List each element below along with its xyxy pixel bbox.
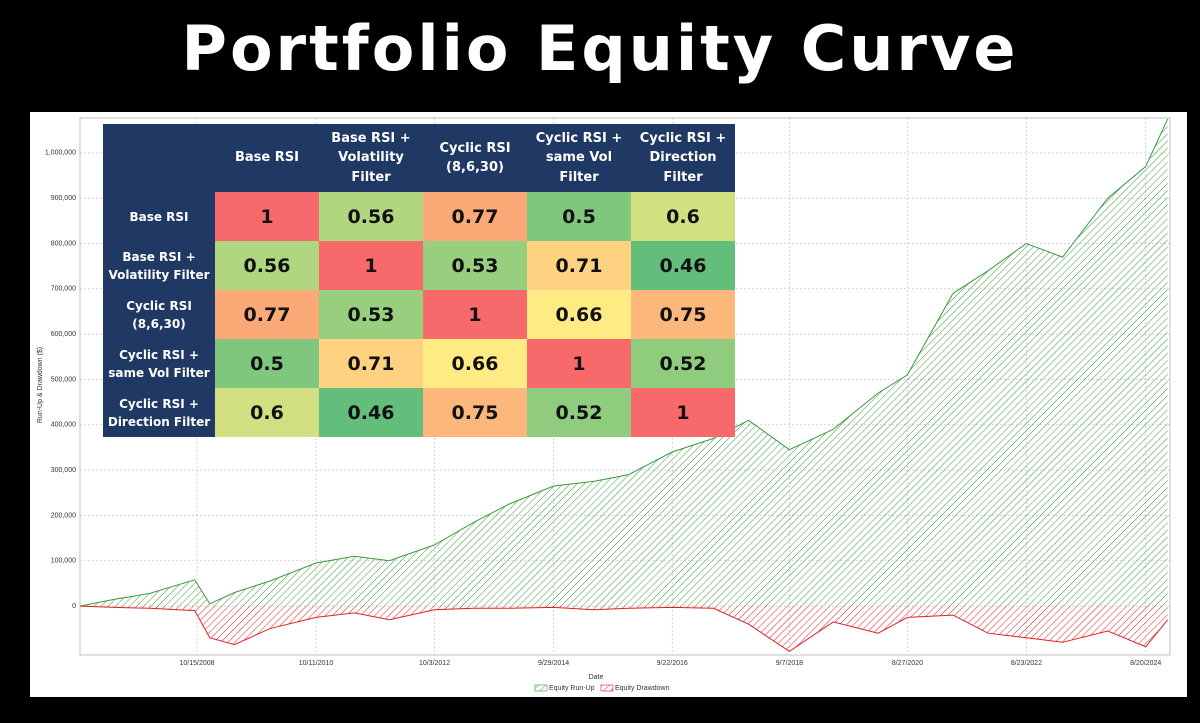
area-fill [80, 118, 1168, 607]
legend-swatch [600, 684, 614, 692]
y-tick-label: 500,000 [51, 376, 76, 383]
correlation-cell: 0.6 [215, 388, 319, 437]
y-tick-label: 0 [72, 603, 76, 610]
legend-label: Equity Drawdown [615, 685, 670, 692]
x-tick-label: 8/27/2020 [892, 660, 923, 667]
row-header: Base RSI [103, 192, 215, 241]
area-fill [80, 606, 1168, 652]
column-header: Cyclic RSI + same Vol Filter [527, 124, 631, 192]
table-row: Cyclic RSI + same Vol Filter 0.5 0.71 0.66 1… [103, 339, 735, 388]
column-header: Base RSI + Volatility Filter [319, 124, 423, 192]
x-tick-label: 8/20/2024 [1130, 660, 1161, 667]
x-tick-label: 9/7/2018 [776, 660, 803, 667]
row-header: Base RSI + Volatility Filter [103, 241, 215, 290]
correlation-cell: 1 [319, 241, 423, 290]
plot-border [79, 117, 1171, 656]
y-tick-label: 100,000 [51, 558, 76, 565]
correlation-cell: 0.66 [527, 290, 631, 339]
table-row: Cyclic RSI + Direction Filter 0.6 0.46 0.75… [103, 388, 735, 437]
correlation-cell: 0.71 [319, 339, 423, 388]
area-line [79, 118, 1169, 607]
y-tick-label: 600,000 [51, 331, 76, 338]
x-tick-label: 10/15/2008 [180, 660, 215, 667]
legend-swatch [534, 684, 548, 692]
correlation-cell: 0.77 [423, 192, 527, 241]
correlation-cell: 0.46 [319, 388, 423, 437]
correlation-cell: 0.5 [527, 192, 631, 241]
corner-cell [103, 124, 215, 192]
column-header: Cyclic RSI (8,6,30) [423, 124, 527, 192]
x-tick-label: 10/3/2012 [419, 660, 450, 667]
row-header: Cyclic RSI + same Vol Filter [103, 339, 215, 388]
legend-label: Equity Run-Up [549, 685, 595, 692]
correlation-cell: 0.75 [631, 290, 735, 339]
correlation-cell: 1 [631, 388, 735, 437]
x-tick-label: 8/23/2022 [1011, 660, 1042, 667]
y-tick-label: 800,000 [51, 240, 76, 247]
correlation-cell: 0.5 [215, 339, 319, 388]
correlation-cell: 0.56 [215, 241, 319, 290]
correlation-cell: 1 [423, 290, 527, 339]
correlation-cell: 1 [527, 339, 631, 388]
correlation-cell: 0.71 [527, 241, 631, 290]
y-tick-label: 900,000 [51, 195, 76, 202]
table-row: Base RSI + Volatility Filter 0.56 1 0.53 0.7… [103, 241, 735, 290]
correlation-cell: 0.56 [319, 192, 423, 241]
y-axis-label: Run-Up & Drawdown ($) [37, 347, 44, 423]
correlation-cell: 0.6 [631, 192, 735, 241]
correlation-cell: 0.53 [319, 290, 423, 339]
table-row: Base RSI 1 0.56 0.77 0.5 0.6 [103, 192, 735, 241]
correlation-cell: 0.53 [423, 241, 527, 290]
y-tick-label: 1,000,000 [45, 150, 76, 157]
y-tick-label: 300,000 [51, 467, 76, 474]
x-axis-label: Date [589, 674, 604, 681]
column-header: Base RSI [215, 124, 319, 192]
correlation-cell: 0.77 [215, 290, 319, 339]
y-tick-label: 200,000 [51, 512, 76, 519]
x-tick-label: 10/11/2010 [299, 660, 334, 667]
x-tick-label: 9/22/2016 [657, 660, 688, 667]
page-title: Portfolio Equity Curve [181, 12, 1019, 85]
row-header: Cyclic RSI (8,6,30) [103, 290, 215, 339]
y-tick-label: 400,000 [51, 422, 76, 429]
correlation-cell: 1 [215, 192, 319, 241]
correlation-table: Base RSI Base RSI + Volatility Filter Cycl… [103, 124, 735, 437]
area-line [79, 605, 1169, 653]
correlation-cell: 0.46 [631, 241, 735, 290]
correlation-cell: 0.52 [527, 388, 631, 437]
row-header: Cyclic RSI + Direction Filter [103, 388, 215, 437]
x-tick-label: 9/29/2014 [538, 660, 569, 667]
correlation-cell: 0.75 [423, 388, 527, 437]
correlation-cell: 0.52 [631, 339, 735, 388]
column-header: Cyclic RSI + Direction Filter [631, 124, 735, 192]
correlation-cell: 0.66 [423, 339, 527, 388]
table-row: Cyclic RSI (8,6,30) 0.77 0.53 1 0.66 0.75 [103, 290, 735, 339]
y-tick-label: 700,000 [51, 286, 76, 293]
